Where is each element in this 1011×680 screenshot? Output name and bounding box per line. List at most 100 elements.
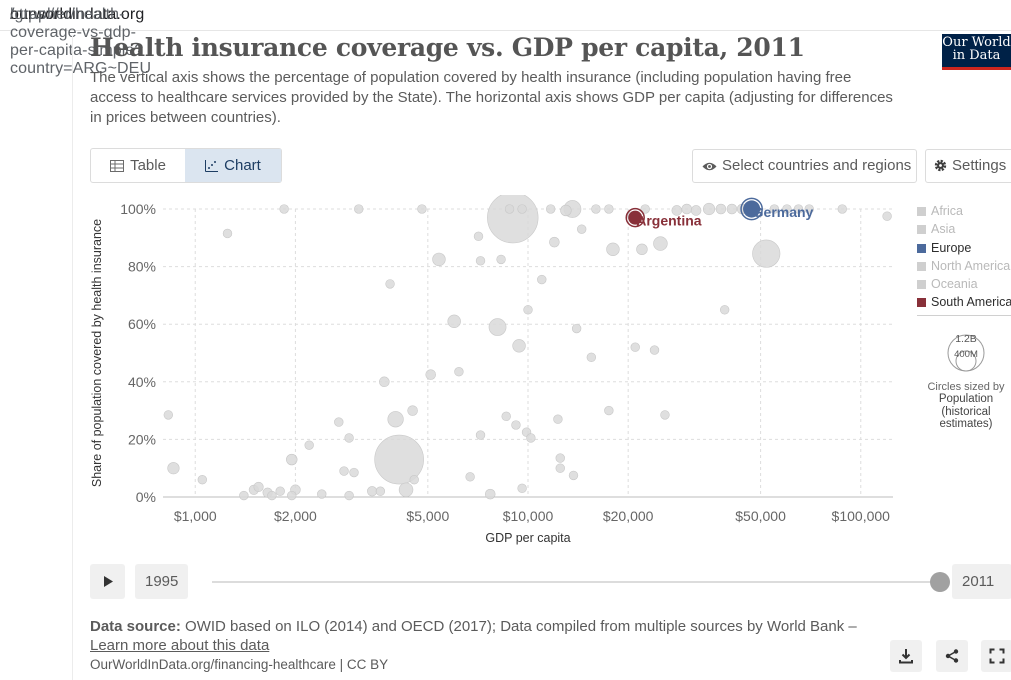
data-point xyxy=(649,345,660,355)
legend-item-europe[interactable]: Europe xyxy=(917,239,1011,257)
data-point xyxy=(504,204,515,214)
y-tick-label: 60% xyxy=(128,316,156,332)
timeline-start-year[interactable]: 1995 xyxy=(135,564,189,599)
logo-line-1: Our World xyxy=(942,35,1011,50)
data-point xyxy=(571,323,582,334)
legend-item-asia[interactable]: Asia xyxy=(917,220,1011,238)
legend-swatch xyxy=(917,207,926,216)
size-legend: 1.2B 400M Circles sized by Population (h… xyxy=(925,330,1007,431)
data-point xyxy=(653,236,668,251)
download-button[interactable] xyxy=(890,640,922,672)
chart-icon xyxy=(205,160,219,172)
legend-label: Oceania xyxy=(931,277,978,292)
data-source-note: Data source: OWID based on ILO (2014) an… xyxy=(90,617,880,655)
data-point xyxy=(793,204,804,214)
url-scheme: https:// xyxy=(10,6,59,23)
data-point xyxy=(267,490,277,501)
legend-swatch xyxy=(917,243,926,253)
region-legend: Africa Asia Europe North America Oceania Sout… xyxy=(917,202,1011,312)
timeline-track[interactable] xyxy=(212,581,940,583)
timeline-end-year[interactable]: 2011 xyxy=(952,564,1011,599)
eye-icon xyxy=(702,162,717,171)
legend-swatch xyxy=(917,298,926,308)
settings-button[interactable]: Settings xyxy=(925,149,1011,183)
view-tabs: Table Chart xyxy=(90,148,282,183)
size-legend-big-label: 1.2B xyxy=(955,333,977,345)
data-point xyxy=(339,466,349,476)
data-point xyxy=(719,305,730,315)
data-point xyxy=(317,489,327,499)
data-point xyxy=(239,490,249,501)
data-point xyxy=(526,433,536,443)
browser-url-bar[interactable]: https://ourworldindata.org/grapher/healt… xyxy=(0,0,1011,77)
data-point xyxy=(334,417,344,427)
legend-label: South America xyxy=(931,295,1011,310)
data-point xyxy=(604,204,614,214)
url-path: /grapher/health-coverage-vs-gdp-per-capi… xyxy=(10,6,152,77)
size-legend-circles: 1.2B 400M xyxy=(947,333,985,372)
data-point xyxy=(275,486,285,496)
learn-more-link[interactable]: Learn more about this data xyxy=(90,637,270,654)
data-point xyxy=(586,352,597,363)
y-tick-label: 80% xyxy=(128,259,156,275)
legend-label: Europe xyxy=(931,240,972,255)
play-button[interactable] xyxy=(90,564,125,599)
size-legend-caption: Circles sized by xyxy=(927,381,1005,393)
y-axis-label: Share of population covered by health in… xyxy=(90,219,104,487)
highlight-ring xyxy=(740,197,763,221)
data-point xyxy=(279,204,289,214)
highlight-point-argentina xyxy=(628,210,643,225)
data-point xyxy=(715,203,727,215)
legend-divider xyxy=(917,315,1011,316)
legend-item-oceania[interactable]: Oceania xyxy=(917,275,1011,293)
data-point xyxy=(726,203,738,215)
data-point xyxy=(636,243,648,256)
data-point xyxy=(407,405,418,416)
table-icon xyxy=(110,160,125,172)
y-tick-label: 100% xyxy=(120,201,156,217)
data-point xyxy=(379,376,390,388)
data-point xyxy=(804,204,814,214)
data-point xyxy=(287,490,297,501)
data-point xyxy=(425,369,436,380)
data-point xyxy=(465,472,475,482)
data-point xyxy=(517,483,527,494)
data-point xyxy=(432,252,446,267)
timeline: 1995 2011 xyxy=(90,564,1011,600)
data-point xyxy=(501,411,511,422)
select-countries-button[interactable]: Select countries and regions xyxy=(692,149,917,183)
data-point xyxy=(555,463,565,473)
scatter-plot: 0% 20% 40% 60% 80% 100% $1,000 $2,000 $5,000 $10,… xyxy=(90,195,893,545)
data-point xyxy=(344,433,354,443)
x-tick-label: $10,000 xyxy=(503,508,554,524)
owid-logo[interactable]: Our World in Data xyxy=(942,34,1011,70)
x-tick-label: $2,000 xyxy=(274,508,317,524)
data-point xyxy=(349,467,359,478)
data-point xyxy=(591,204,601,214)
legend-item-south-america[interactable]: South America xyxy=(917,293,1011,311)
timeline-handle[interactable] xyxy=(930,572,950,592)
tab-table[interactable]: Table xyxy=(91,149,185,182)
x-tick-label: $50,000 xyxy=(735,508,786,524)
data-point xyxy=(549,236,560,248)
highlight-ring xyxy=(625,207,645,228)
data-point xyxy=(577,224,587,234)
data-point xyxy=(473,231,484,242)
data-point xyxy=(546,204,556,214)
source-url-license[interactable]: OurWorldInData.org/financing-healthcare … xyxy=(90,657,389,672)
x-tick-label: $5,000 xyxy=(406,508,449,524)
share-button[interactable] xyxy=(936,640,968,672)
data-point xyxy=(517,204,527,214)
chart-title: Health insurance coverage vs. GDP per ca… xyxy=(90,33,805,62)
data-point xyxy=(752,239,781,268)
legend-item-north-america[interactable]: North America xyxy=(917,257,1011,275)
data-point xyxy=(553,414,563,424)
fullscreen-button[interactable] xyxy=(981,640,1011,672)
data-point xyxy=(375,486,386,496)
legend-item-africa[interactable]: Africa xyxy=(917,202,1011,220)
gear-icon xyxy=(934,159,947,172)
data-point xyxy=(387,411,404,428)
x-tick-label: $20,000 xyxy=(603,508,654,524)
data-point xyxy=(560,204,572,217)
tab-chart[interactable]: Chart xyxy=(185,149,281,182)
